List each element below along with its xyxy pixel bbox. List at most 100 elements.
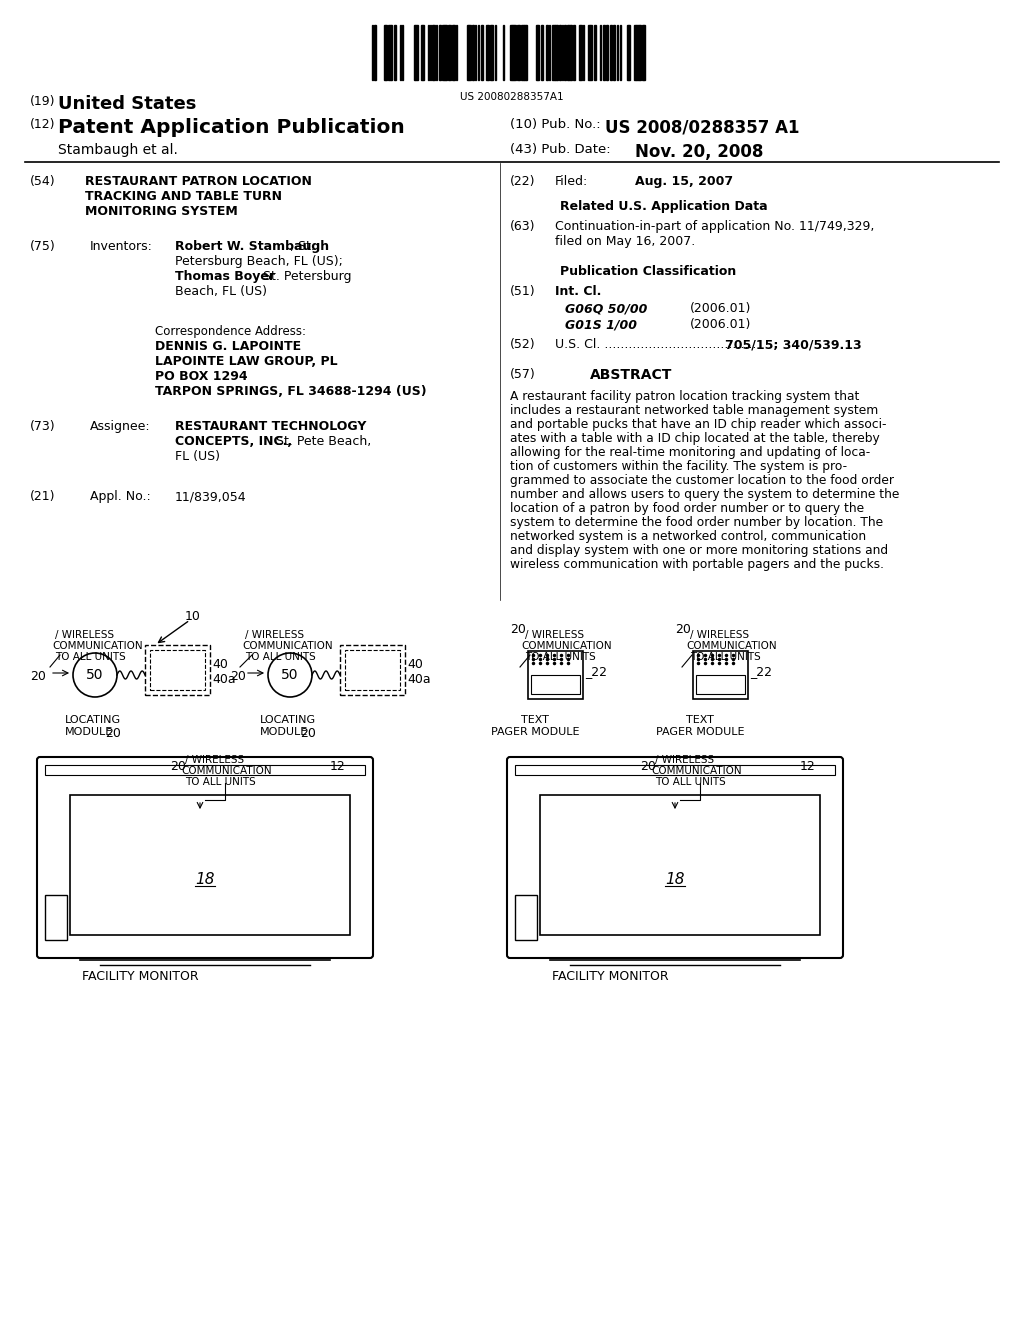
Text: ABSTRACT: ABSTRACT bbox=[590, 368, 673, 381]
Text: Appl. No.:: Appl. No.: bbox=[90, 490, 151, 503]
Text: 40: 40 bbox=[407, 657, 423, 671]
Text: / WIRELESS: / WIRELESS bbox=[185, 755, 244, 766]
Bar bbox=[150, 649, 205, 690]
Text: TO ALL UNITS: TO ALL UNITS bbox=[245, 652, 315, 663]
Text: (73): (73) bbox=[30, 420, 55, 433]
Text: FACILITY MONITOR: FACILITY MONITOR bbox=[82, 970, 199, 983]
Text: / WIRELESS: / WIRELESS bbox=[655, 755, 714, 766]
Text: CONCEPTS, INC.,: CONCEPTS, INC., bbox=[175, 436, 292, 447]
Text: 20: 20 bbox=[300, 727, 315, 741]
Text: (2006.01): (2006.01) bbox=[690, 302, 752, 315]
Text: Nov. 20, 2008: Nov. 20, 2008 bbox=[635, 143, 763, 161]
Text: 20: 20 bbox=[30, 671, 46, 682]
Text: COMMUNICATION: COMMUNICATION bbox=[651, 766, 741, 776]
Text: PO BOX 1294: PO BOX 1294 bbox=[155, 370, 248, 383]
Text: filed on May 16, 2007.: filed on May 16, 2007. bbox=[555, 235, 695, 248]
Text: 18: 18 bbox=[666, 873, 685, 887]
Bar bbox=[521, 25, 524, 81]
Bar bbox=[531, 675, 580, 694]
Text: , St.: , St. bbox=[290, 240, 314, 253]
Bar bbox=[588, 25, 590, 81]
Text: (52): (52) bbox=[510, 338, 536, 351]
Text: Correspondence Address:: Correspondence Address: bbox=[155, 325, 306, 338]
Text: 20: 20 bbox=[170, 760, 186, 774]
Text: (51): (51) bbox=[510, 285, 536, 298]
Bar bbox=[555, 25, 557, 81]
Text: U.S. Cl. ......................................: U.S. Cl. ...............................… bbox=[555, 338, 757, 351]
Text: (21): (21) bbox=[30, 490, 55, 503]
Text: TO ALL UNITS: TO ALL UNITS bbox=[55, 652, 126, 663]
Text: MODULE: MODULE bbox=[65, 727, 114, 737]
Text: PAGER MODULE: PAGER MODULE bbox=[655, 727, 744, 737]
Text: FACILITY MONITOR: FACILITY MONITOR bbox=[552, 970, 669, 983]
Text: / WIRELESS: / WIRELESS bbox=[690, 630, 750, 640]
Text: 12: 12 bbox=[330, 760, 346, 774]
Text: / WIRELESS: / WIRELESS bbox=[55, 630, 114, 640]
Text: 705/15; 340/539.13: 705/15; 340/539.13 bbox=[725, 338, 861, 351]
Text: 20: 20 bbox=[675, 623, 691, 636]
Bar bbox=[388, 25, 391, 81]
Text: MONITORING SYSTEM: MONITORING SYSTEM bbox=[85, 205, 238, 218]
Bar bbox=[603, 25, 605, 81]
Text: 12: 12 bbox=[800, 760, 816, 774]
Text: 11/839,054: 11/839,054 bbox=[175, 490, 247, 503]
Bar bbox=[433, 25, 435, 81]
Text: (12): (12) bbox=[30, 117, 55, 131]
Text: (63): (63) bbox=[510, 220, 536, 234]
Text: and display system with one or more monitoring stations and: and display system with one or more moni… bbox=[510, 544, 888, 557]
Text: and portable pucks that have an ID chip reader which associ-: and portable pucks that have an ID chip … bbox=[510, 418, 887, 432]
Bar bbox=[568, 25, 571, 81]
Bar bbox=[515, 766, 835, 775]
Bar bbox=[486, 25, 488, 81]
Bar bbox=[564, 25, 566, 81]
Text: system to determine the food order number by location. The: system to determine the food order numbe… bbox=[510, 516, 883, 529]
Text: Beach, FL (US): Beach, FL (US) bbox=[175, 285, 267, 298]
Bar bbox=[45, 895, 67, 940]
Bar bbox=[634, 25, 636, 81]
Text: (19): (19) bbox=[30, 95, 55, 108]
Text: US 20080288357A1: US 20080288357A1 bbox=[460, 92, 564, 102]
Text: ates with a table with a ID chip located at the table, thereby: ates with a table with a ID chip located… bbox=[510, 432, 880, 445]
Text: COMMUNICATION: COMMUNICATION bbox=[52, 642, 142, 651]
Text: (2006.01): (2006.01) bbox=[690, 318, 752, 331]
Text: RESTAURANT PATRON LOCATION: RESTAURANT PATRON LOCATION bbox=[85, 176, 312, 187]
Text: Robert W. Stambaugh: Robert W. Stambaugh bbox=[175, 240, 329, 253]
Text: RESTAURANT TECHNOLOGY: RESTAURANT TECHNOLOGY bbox=[175, 420, 367, 433]
Text: Inventors:: Inventors: bbox=[90, 240, 153, 253]
Text: Continuation-in-part of application No. 11/749,329,: Continuation-in-part of application No. … bbox=[555, 220, 874, 234]
Text: Related U.S. Application Data: Related U.S. Application Data bbox=[560, 201, 768, 213]
Bar bbox=[696, 675, 745, 694]
Text: FL (US): FL (US) bbox=[175, 450, 220, 463]
Text: Stambaugh et al.: Stambaugh et al. bbox=[58, 143, 178, 157]
Text: 20: 20 bbox=[510, 623, 526, 636]
Text: LAPOINTE LAW GROUP, PL: LAPOINTE LAW GROUP, PL bbox=[155, 355, 338, 368]
Bar bbox=[693, 651, 748, 700]
Text: TEXT: TEXT bbox=[521, 715, 549, 725]
Text: Petersburg Beach, FL (US);: Petersburg Beach, FL (US); bbox=[175, 255, 343, 268]
Text: Assignee:: Assignee: bbox=[90, 420, 151, 433]
Text: (54): (54) bbox=[30, 176, 55, 187]
Text: Int. Cl.: Int. Cl. bbox=[555, 285, 601, 298]
Text: 40a: 40a bbox=[407, 673, 431, 686]
Text: United States: United States bbox=[58, 95, 197, 114]
Text: US 2008/0288357 A1: US 2008/0288357 A1 bbox=[605, 117, 800, 136]
Text: Aug. 15, 2007: Aug. 15, 2007 bbox=[635, 176, 733, 187]
Bar bbox=[546, 25, 548, 81]
Bar bbox=[514, 25, 516, 81]
Bar bbox=[70, 795, 350, 935]
Text: / WIRELESS: / WIRELESS bbox=[245, 630, 304, 640]
Bar bbox=[345, 649, 400, 690]
Text: A restaurant facility patron location tracking system that: A restaurant facility patron location tr… bbox=[510, 389, 859, 403]
Text: (10) Pub. No.:: (10) Pub. No.: bbox=[510, 117, 601, 131]
Bar bbox=[415, 25, 418, 81]
Text: (22): (22) bbox=[510, 176, 536, 187]
Text: tion of customers within the facility. The system is pro-: tion of customers within the facility. T… bbox=[510, 459, 847, 473]
Bar bbox=[45, 766, 365, 775]
Text: networked system is a networked control, communication: networked system is a networked control,… bbox=[510, 531, 866, 543]
Text: 20: 20 bbox=[230, 671, 246, 682]
Bar bbox=[449, 25, 451, 81]
Text: number and allows users to query the system to determine the: number and allows users to query the sys… bbox=[510, 488, 899, 502]
Text: COMMUNICATION: COMMUNICATION bbox=[242, 642, 333, 651]
Text: Thomas Boyer: Thomas Boyer bbox=[175, 271, 275, 282]
Bar bbox=[590, 25, 592, 81]
